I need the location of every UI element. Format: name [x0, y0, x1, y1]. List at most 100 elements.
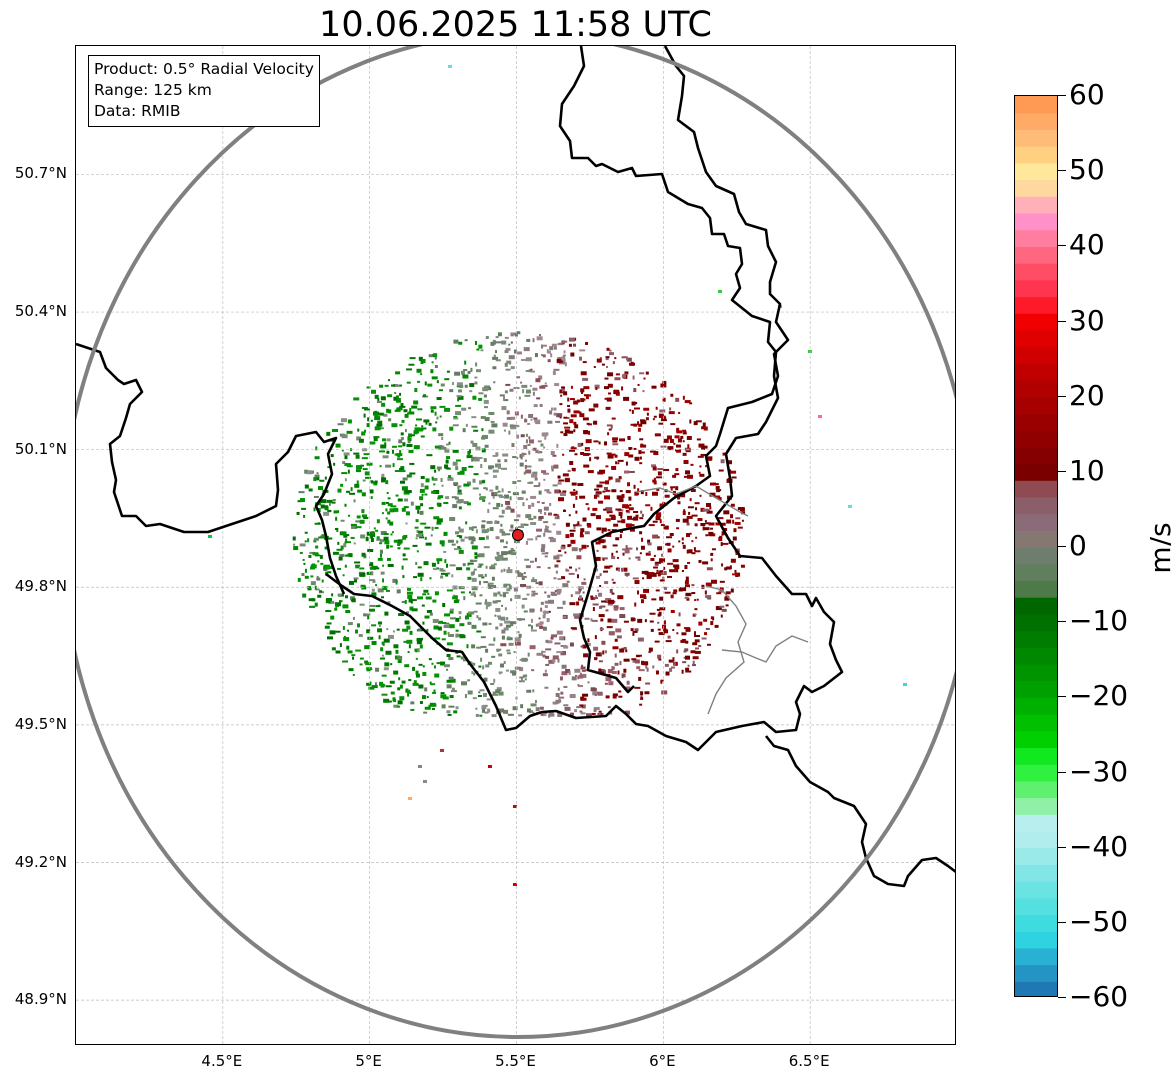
- echo-cell: [628, 496, 632, 501]
- echo-cell: [622, 552, 625, 556]
- echo-cell: [664, 663, 669, 667]
- echo-cell: [694, 650, 701, 654]
- echo-cell: [464, 384, 468, 388]
- echo-cell: [651, 385, 657, 389]
- echo-cell: [457, 499, 464, 504]
- echo-cell: [544, 555, 548, 558]
- echo-cell: [595, 491, 602, 495]
- echo-cell: [374, 394, 379, 399]
- echo-cell: [441, 484, 444, 487]
- echo-cell: [593, 494, 597, 499]
- echo-cell: [684, 580, 689, 585]
- echo-cell: [675, 486, 679, 491]
- echo-cell: [605, 695, 610, 699]
- echo-cell: [552, 523, 556, 526]
- echo-cell: [420, 483, 424, 488]
- echo-cell: [344, 455, 348, 460]
- echo-cell: [582, 693, 589, 697]
- echo-cell: [541, 650, 544, 655]
- echo-cell: [692, 660, 695, 665]
- echo-cell: [524, 464, 527, 469]
- echo-cell: [730, 558, 736, 563]
- echo-cell: [447, 631, 450, 635]
- echo-cell: [313, 539, 317, 543]
- echo-cell: [556, 560, 561, 563]
- echo-cell: [402, 442, 406, 447]
- echo-cell: [601, 640, 606, 645]
- echo-cell: [506, 637, 513, 641]
- colorbar-swatch: [1015, 780, 1057, 799]
- echo-cell: [542, 626, 547, 631]
- echo-cell: [608, 476, 611, 481]
- echo-cell: [366, 462, 373, 466]
- echo-cell: [409, 407, 412, 412]
- echo-cell: [478, 553, 485, 558]
- echo-cell: [347, 419, 352, 424]
- echo-cell: [552, 484, 558, 487]
- echo-cell: [598, 614, 605, 618]
- echo-cell: [433, 477, 438, 481]
- echo-cell: [632, 375, 635, 380]
- echo-cell: [568, 670, 571, 675]
- echo-cell: [539, 334, 542, 337]
- echo-cell: [611, 670, 617, 674]
- echo-cell: [440, 661, 446, 666]
- echo-cell: [694, 639, 700, 643]
- echo-cell: [560, 637, 563, 640]
- colorbar-swatch: [1015, 212, 1057, 231]
- echo-cell: [480, 463, 483, 468]
- echo-cell: [434, 673, 440, 678]
- echo-cell: [330, 615, 335, 620]
- echo-cell: [345, 538, 348, 543]
- echo-cell: [490, 341, 495, 346]
- colorbar-tick-mark: [1058, 846, 1066, 848]
- echo-cell: [595, 493, 600, 498]
- echo-cell: [479, 497, 486, 501]
- echo-cell: [686, 435, 692, 440]
- echo-cell: [662, 501, 666, 506]
- echo-cell: [554, 564, 559, 568]
- echo-cell: [645, 664, 648, 669]
- echo-cell: [581, 669, 586, 672]
- echo-cell: [726, 460, 732, 465]
- echo-cell: [587, 507, 590, 511]
- echo-cell: [491, 576, 495, 581]
- echo-cell: [387, 563, 394, 567]
- echo-cell: [347, 622, 353, 626]
- echo-cell: [457, 486, 460, 490]
- echo-cell: [594, 635, 597, 640]
- echo-cell: [353, 499, 356, 503]
- echo-cell: [441, 542, 445, 547]
- echo-cell: [455, 629, 459, 632]
- echo-cell: [367, 417, 370, 422]
- echo-cell: [651, 491, 658, 496]
- echo-cell: [439, 540, 445, 545]
- radar-map[interactable]: [75, 45, 956, 1045]
- echo-cell: [358, 634, 363, 638]
- echo-cell: [368, 608, 375, 612]
- echo-cell: [593, 707, 600, 711]
- echo-cell: [718, 537, 723, 542]
- echo-cell: [350, 523, 357, 526]
- echo-cell: [475, 707, 478, 710]
- echo-cell: [480, 657, 483, 662]
- colorbar-swatch: [1015, 864, 1057, 882]
- colorbar-tick-label: −20: [1069, 679, 1129, 713]
- echo-cell: [737, 526, 743, 529]
- echo-cell: [416, 640, 422, 645]
- echo-cell: [564, 551, 567, 554]
- echo-cell: [448, 676, 454, 680]
- echo-cell: [557, 514, 560, 519]
- echo-cell: [526, 689, 532, 693]
- echo-cell: [659, 503, 663, 508]
- echo-cell: [563, 616, 567, 619]
- echo-cell: [663, 468, 670, 471]
- echo-cell: [639, 438, 644, 441]
- echo-cell: [570, 539, 576, 544]
- echo-cell: [529, 481, 534, 484]
- echo-cell: [379, 681, 384, 686]
- echo-cell: [406, 639, 413, 644]
- echo-cell: [482, 665, 485, 670]
- echo-cell: [408, 363, 415, 366]
- echo-cell: [659, 570, 664, 573]
